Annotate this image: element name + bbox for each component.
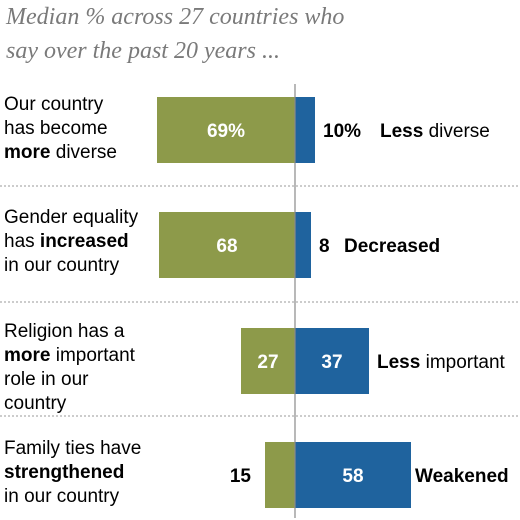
row-label-keyword: more (4, 345, 51, 366)
row-label: Gender equality has increased in our count… (4, 206, 154, 278)
row-label-line: strengthened (4, 461, 154, 485)
bar-negative (295, 97, 315, 163)
right-category-label-strong: Less (380, 121, 423, 142)
right-category-label-rest: important (420, 352, 505, 373)
row-label-line: Religion has a (4, 321, 125, 342)
chart-title: Median % across 27 countries who say ove… (6, 0, 516, 68)
row-label: Family ties have strengthened in our count… (4, 437, 154, 509)
right-category-label: Weakened (415, 466, 509, 487)
row-label-line: has increased (4, 230, 154, 254)
row-label-keyword: strengthened (4, 462, 125, 483)
row-label-text: diverse (50, 142, 117, 163)
right-category-label-strong: Decreased (344, 236, 440, 257)
row-label: Religion has a more important role in our … (4, 320, 154, 416)
value-label-positive: 69% (207, 121, 245, 142)
bar-positive (265, 442, 295, 508)
row-label-keyword: increased (39, 231, 129, 252)
row-label-line: in our country (4, 486, 120, 507)
row-label-line: Family ties have (4, 438, 142, 459)
value-label-negative: 58 (342, 466, 363, 487)
chart-title-line-2: say over the past 20 years ... (6, 38, 280, 64)
row-label-text: important (50, 345, 135, 366)
row-label-line: has become (4, 118, 108, 139)
bar-positive (159, 212, 295, 278)
right-category-label-strong: Less (377, 352, 420, 373)
chart-title-line-1: Median % across 27 countries who (6, 4, 345, 30)
right-category-label: Decreased (344, 236, 440, 257)
bar-positive (157, 97, 295, 163)
value-label-positive: 68 (216, 236, 237, 257)
row-label-text: has (4, 231, 40, 252)
bar-positive (241, 328, 295, 394)
right-category-label-strong: Weakened (415, 466, 509, 487)
row-label-line: role in our country (4, 369, 89, 414)
row-label-keyword: more (4, 142, 51, 163)
right-category-label: Less important (377, 352, 506, 373)
bar-negative (295, 442, 411, 508)
right-category-label-rest: diverse (423, 121, 490, 142)
value-label-negative: 37 (321, 352, 342, 373)
row-label-line: more important (4, 344, 154, 368)
value-label-positive: 27 (257, 352, 278, 373)
value-label-negative: 8 (319, 236, 330, 257)
bar-negative (295, 212, 311, 278)
row-label: Our country has become more diverse (4, 93, 154, 165)
row-label-line: more diverse (4, 141, 154, 165)
right-category-label: Less diverse (380, 121, 490, 142)
row-label-line: Our country (4, 94, 104, 115)
row-label-line: Gender equality (4, 207, 139, 228)
value-label-negative: 10% (323, 121, 361, 142)
row-label-line: in our country (4, 255, 120, 276)
value-label-positive: 15 (230, 466, 252, 487)
bar-negative (295, 328, 369, 394)
